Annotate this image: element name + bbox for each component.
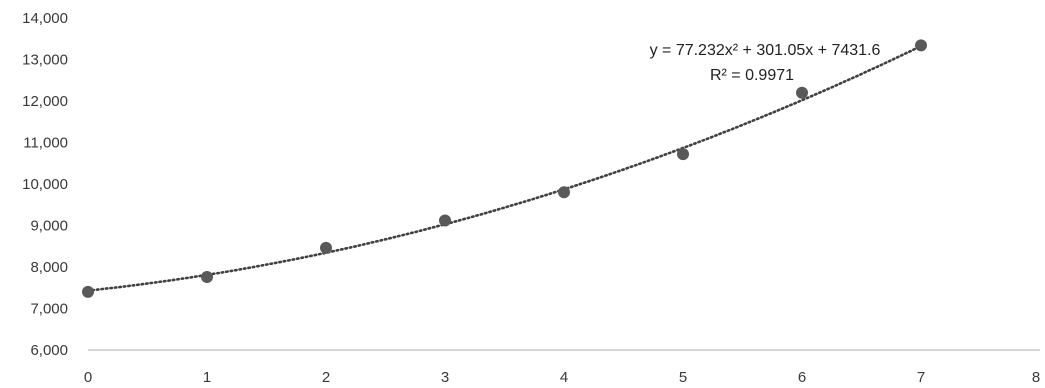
y-tick-label: 14,000 (22, 10, 68, 27)
data-point (796, 86, 808, 99)
y-axis-ticks: 6,000 7,000 8,000 9,000 10,000 11,000 12,000 13… (22, 10, 68, 359)
trendline-equation: y = 77.232x² + 301.05x + 7431.6 (650, 42, 881, 59)
x-tick-label: 1 (203, 369, 211, 386)
x-tick-label: 3 (441, 369, 449, 386)
y-tick-label: 10,000 (22, 176, 68, 193)
y-tick-label: 9,000 (30, 218, 68, 235)
x-tick-label: 0 (84, 369, 92, 386)
data-point (320, 241, 332, 254)
data-point (677, 148, 689, 161)
trendline-r-squared: R² = 0.9971 (710, 67, 794, 84)
y-tick-label: 8,000 (30, 259, 68, 276)
data-points (82, 39, 927, 298)
x-tick-label: 7 (917, 369, 925, 386)
trendline (86, 44, 923, 292)
x-tick-label: 2 (322, 369, 330, 386)
x-tick-label: 5 (679, 369, 687, 386)
x-tick-label: 4 (560, 369, 568, 386)
y-tick-label: 12,000 (22, 93, 68, 110)
x-axis-ticks: 0 1 2 3 4 5 6 7 8 (84, 369, 1040, 386)
x-tick-label: 6 (798, 369, 806, 386)
data-point (915, 39, 927, 52)
y-tick-label: 6,000 (30, 342, 68, 359)
data-point (201, 270, 213, 283)
x-tick-label: 8 (1032, 369, 1040, 386)
data-point (439, 214, 451, 227)
y-tick-label: 11,000 (23, 135, 68, 152)
data-point (558, 186, 570, 199)
y-tick-label: 7,000 (30, 301, 68, 318)
data-point (82, 285, 94, 298)
y-tick-label: 13,000 (22, 52, 68, 69)
